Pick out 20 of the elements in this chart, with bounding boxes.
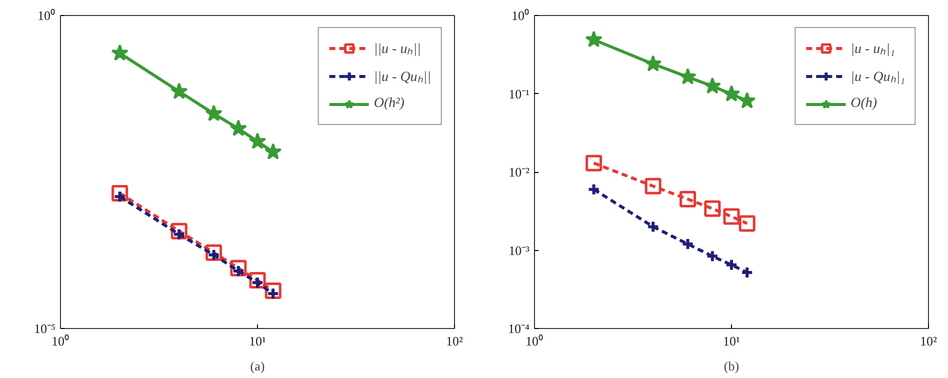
legend-label: |u - uₕ|₁ <box>850 41 895 58</box>
x-tick-label: 10² <box>446 334 464 348</box>
x-tick-label: 10² <box>920 334 938 348</box>
y-tick-label: 10⁰ <box>512 8 530 23</box>
text: (b) <box>724 358 740 374</box>
legend-label: O(h²) <box>374 96 404 112</box>
legend-label: ||u - Quₕ|| <box>374 69 431 86</box>
y-tick-label: 10⁻⁵ <box>34 321 56 336</box>
legend-label: ||u - uₕ|| <box>374 41 421 58</box>
legend-label: O(h) <box>850 96 878 112</box>
text: (a) <box>250 358 265 374</box>
legend-label: |u - Quₕ|₁ <box>850 69 905 86</box>
y-tick-label: 10⁻³ <box>508 242 530 258</box>
y-tick-label: 10⁻² <box>508 164 530 180</box>
x-tick-label: 10¹ <box>723 334 740 348</box>
x-tick-label: 10⁰ <box>526 334 544 348</box>
x-tick-label: 10⁰ <box>52 334 70 348</box>
y-tick-label: 10⁻¹ <box>508 86 530 102</box>
y-tick-label: 10⁻⁴ <box>508 321 530 336</box>
x-tick-label: 10¹ <box>249 334 266 348</box>
